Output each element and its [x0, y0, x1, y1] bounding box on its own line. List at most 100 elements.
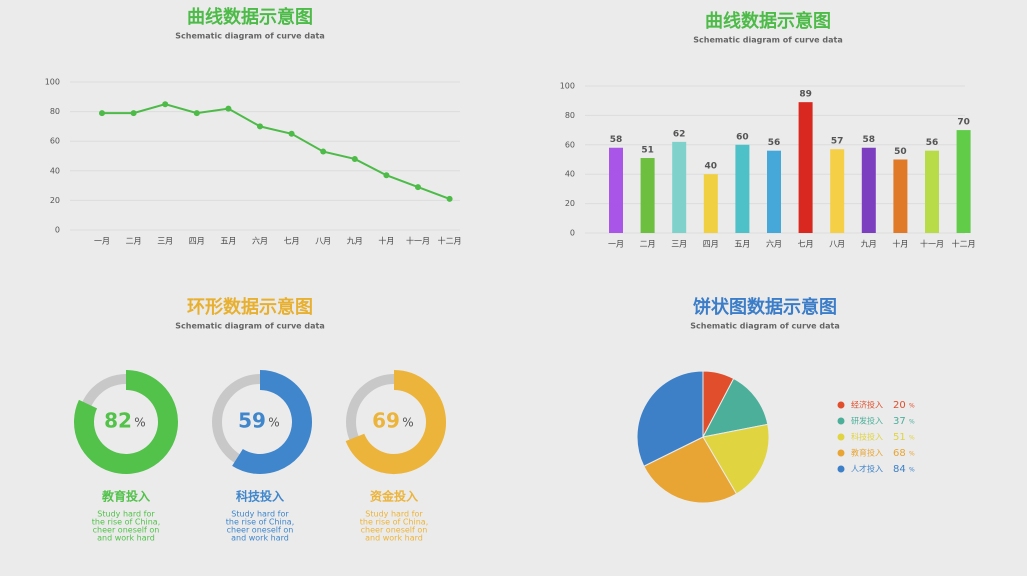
- legend-value: 37: [893, 416, 906, 427]
- legend-unit: %: [909, 451, 915, 458]
- donut-description: and work hard: [97, 534, 155, 543]
- donut-description: the rise of China,: [226, 518, 294, 527]
- y-tick-label: 0: [570, 229, 575, 238]
- value-label: 60: [736, 132, 749, 142]
- legend-dot: [837, 449, 845, 457]
- chart-title: 曲线数据示意图: [705, 10, 831, 32]
- legend-value: 51: [893, 432, 906, 443]
- legend-dot: [837, 417, 845, 425]
- pie-slice: [643, 436, 738, 504]
- donut-description: the rise of China,: [92, 518, 160, 527]
- bar: [672, 141, 687, 233]
- x-tick-label: 三月: [671, 240, 687, 249]
- legend-label: 研发投入: [851, 416, 883, 426]
- x-tick-label: 二月: [640, 240, 656, 249]
- x-tick-label: 一月: [608, 240, 624, 249]
- x-tick-label: 九月: [347, 237, 363, 246]
- y-tick-label: 20: [565, 199, 575, 208]
- donut-description: the rise of China,: [360, 518, 428, 527]
- x-tick-label: 五月: [220, 237, 236, 246]
- legend-value: 84: [893, 464, 906, 475]
- chart-subtitle: Schematic diagram of curve data: [693, 36, 842, 45]
- x-tick-label: 二月: [126, 237, 142, 246]
- bar: [893, 159, 908, 233]
- bar: [861, 147, 876, 233]
- x-tick-label: 十二月: [438, 236, 462, 246]
- pie-slice: [702, 423, 770, 495]
- donut-description: Study hard for: [365, 510, 423, 519]
- donut-description: Study hard for: [97, 510, 155, 519]
- point: [130, 110, 137, 117]
- y-tick-label: 100: [45, 78, 60, 87]
- bar: [956, 130, 971, 233]
- value-label: 70: [957, 118, 970, 128]
- value-label: 56: [768, 138, 781, 148]
- legend-unit: %: [909, 467, 915, 474]
- legend-unit: %: [909, 403, 915, 410]
- point: [257, 123, 263, 130]
- legend-dot: [837, 401, 845, 409]
- value-label: 56: [926, 138, 939, 148]
- chart-title: 饼状图数据示意图: [693, 296, 837, 318]
- point: [383, 172, 390, 179]
- y-tick-label: 0: [55, 226, 60, 235]
- legend-unit: %: [909, 435, 915, 442]
- y-tick-label: 100: [560, 82, 575, 91]
- legend-unit: %: [909, 419, 915, 426]
- bar: [767, 150, 781, 233]
- pie-slice: [636, 370, 704, 467]
- y-tick-label: 40: [50, 166, 60, 175]
- y-tick-label: 40: [565, 170, 575, 179]
- donut-unit: %: [268, 416, 279, 430]
- line: [102, 103, 450, 200]
- x-tick-label: 七月: [798, 240, 814, 249]
- point: [288, 130, 295, 137]
- x-tick-label: 十一月: [406, 236, 430, 246]
- donut-description: cheer oneself on: [93, 526, 160, 535]
- donut-label: 科技投入: [236, 489, 284, 504]
- donut-arc: [232, 370, 312, 474]
- x-tick-label: 五月: [734, 240, 750, 249]
- legend-label: 经济投入: [851, 400, 883, 410]
- bar: [609, 147, 623, 233]
- donut-label: 教育投入: [101, 489, 150, 504]
- x-tick-label: 八月: [829, 240, 845, 249]
- value-label: 89: [799, 90, 812, 100]
- legend-dot: [837, 433, 845, 441]
- point: [446, 195, 453, 202]
- donut-description: and work hard: [231, 534, 289, 543]
- value-label: 58: [863, 135, 876, 145]
- value-label: 58: [610, 135, 623, 145]
- legend-label: 教育投入: [851, 448, 883, 458]
- x-tick-label: 三月: [157, 237, 173, 246]
- pie-slice: [702, 377, 769, 438]
- point: [162, 101, 169, 108]
- point: [99, 110, 105, 117]
- donut-value: 59: [238, 409, 266, 433]
- x-tick-label: 四月: [703, 240, 719, 249]
- x-tick-label: 七月: [284, 237, 300, 246]
- chart-subtitle: Schematic diagram of curve data: [690, 322, 839, 331]
- bar: [830, 149, 845, 233]
- y-tick-label: 60: [50, 137, 60, 146]
- x-tick-label: 四月: [189, 237, 205, 246]
- bar: [703, 174, 718, 233]
- x-tick-label: 六月: [766, 239, 782, 249]
- chart-title: 曲线数据示意图: [187, 6, 313, 28]
- x-tick-label: 十一月: [920, 239, 944, 249]
- value-label: 57: [831, 137, 844, 147]
- y-tick-label: 20: [50, 196, 60, 205]
- donut-description: cheer oneself on: [227, 526, 294, 535]
- legend-value: 20: [893, 400, 906, 411]
- value-label: 40: [705, 162, 718, 172]
- bar: [925, 150, 939, 233]
- x-tick-label: 六月: [252, 236, 268, 246]
- x-tick-label: 一月: [94, 237, 110, 246]
- point: [415, 184, 421, 191]
- donut-value: 82: [104, 409, 132, 433]
- value-label: 62: [673, 129, 686, 139]
- x-tick-label: 九月: [861, 240, 877, 249]
- donut-description: and work hard: [365, 534, 423, 543]
- chart-subtitle: Schematic diagram of curve data: [175, 32, 324, 41]
